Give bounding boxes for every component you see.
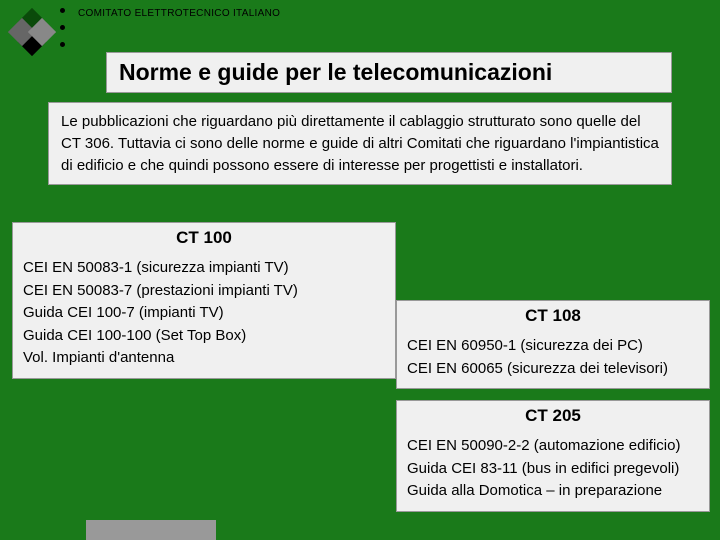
list-item: CEI EN 50090-2-2 (automazione edificio) bbox=[407, 435, 699, 458]
list-item: Guida alla Domotica – in preparazione bbox=[407, 480, 699, 503]
bullet-decor bbox=[60, 8, 65, 59]
list-item: CEI EN 60065 (sicurezza dei televisori) bbox=[407, 358, 699, 381]
ct100-header: CT 100 bbox=[13, 223, 395, 253]
page-title: Norme e guide per le telecomunicazioni bbox=[119, 59, 659, 86]
list-item: CEI EN 50083-1 (sicurezza impianti TV) bbox=[23, 257, 385, 280]
list-item: Guida CEI 100-7 (impianti TV) bbox=[23, 302, 385, 325]
ct108-section: CT 108 CEI EN 60950-1 (sicurezza dei PC)… bbox=[396, 300, 710, 389]
ct205-section: CT 205 CEI EN 50090-2-2 (automazione edi… bbox=[396, 400, 710, 512]
footer-block bbox=[86, 520, 216, 540]
intro-text: Le pubblicazioni che riguardano più dire… bbox=[48, 102, 672, 185]
list-item: CEI EN 50083-7 (prestazioni impianti TV) bbox=[23, 280, 385, 303]
list-item: Guida CEI 100-100 (Set Top Box) bbox=[23, 325, 385, 348]
list-item: Vol. Impianti d'antenna bbox=[23, 347, 385, 370]
ct100-body: CEI EN 50083-1 (sicurezza impianti TV) C… bbox=[13, 253, 395, 378]
ct205-body: CEI EN 50090-2-2 (automazione edificio) … bbox=[397, 431, 709, 511]
list-item: CEI EN 60950-1 (sicurezza dei PC) bbox=[407, 335, 699, 358]
cei-logo bbox=[8, 8, 56, 56]
ct108-body: CEI EN 60950-1 (sicurezza dei PC) CEI EN… bbox=[397, 331, 709, 388]
ct108-header: CT 108 bbox=[397, 301, 709, 331]
ct205-header: CT 205 bbox=[397, 401, 709, 431]
list-item: Guida CEI 83-11 (bus in edifici pregevol… bbox=[407, 458, 699, 481]
organization-name: COMITATO ELETTROTECNICO ITALIANO bbox=[78, 8, 280, 19]
title-box: Norme e guide per le telecomunicazioni bbox=[106, 52, 672, 93]
ct100-section: CT 100 CEI EN 50083-1 (sicurezza impiant… bbox=[12, 222, 396, 379]
